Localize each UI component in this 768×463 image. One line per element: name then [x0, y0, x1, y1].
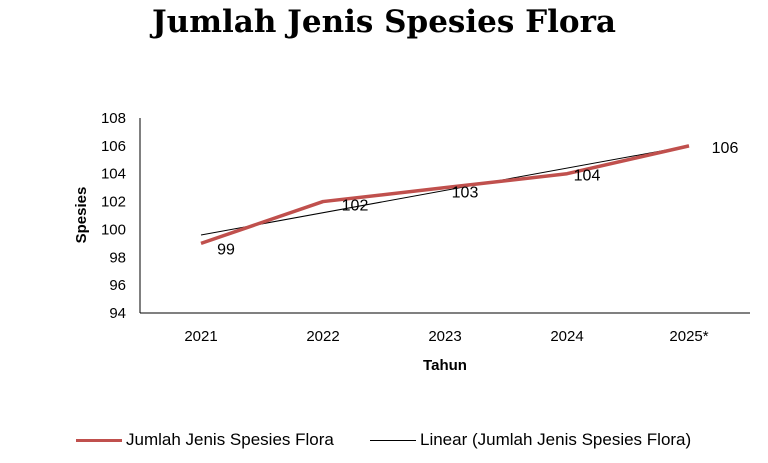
- x-tick-label: 2025*: [669, 328, 708, 345]
- data-label: 104: [574, 168, 601, 185]
- data-label: 103: [452, 185, 479, 202]
- y-tick-label: 104: [101, 166, 126, 183]
- y-tick-label: 96: [109, 277, 126, 294]
- y-tick-label: 94: [109, 305, 126, 322]
- trendline-group: [200, 145, 690, 236]
- axes: [139, 118, 750, 314]
- legend-trendline-label: Linear (Jumlah Jenis Spesies Flora): [420, 430, 692, 449]
- x-tick-label: 2022: [306, 328, 339, 345]
- x-tick-label: 2023: [428, 328, 461, 345]
- x-tick-label: 2021: [184, 328, 217, 345]
- data-label: 106: [712, 140, 739, 157]
- y-tick-label: 108: [101, 110, 126, 127]
- y-tick-label: 106: [101, 138, 126, 155]
- legend-series-label: Jumlah Jenis Spesies Flora: [126, 430, 334, 449]
- chart-title: Jumlah Jenis Spesies Flora: [151, 4, 617, 40]
- data-labels: 99 102 103 104 106: [217, 140, 738, 259]
- series-line: [200, 144, 690, 246]
- y-tick-labels: 94 96 98 100 102 104 106 108: [101, 110, 126, 322]
- x-tick-label: 2024: [550, 328, 583, 345]
- x-axis-title: Tahun: [423, 357, 467, 374]
- y-tick-label: 98: [109, 249, 126, 266]
- x-tick-labels: 2021 2022 2023 2024 2025*: [184, 328, 708, 345]
- data-label: 102: [342, 198, 369, 215]
- legend: Jumlah Jenis Spesies Flora Linear (Jumla…: [0, 430, 768, 454]
- legend-item-series: Jumlah Jenis Spesies Flora: [76, 430, 334, 450]
- y-axis-title: Spesies: [73, 187, 90, 244]
- data-label: 99: [217, 241, 235, 258]
- legend-trendline-swatch: [370, 439, 416, 441]
- legend-item-trendline: Linear (Jumlah Jenis Spesies Flora): [370, 430, 691, 450]
- trendline: [200, 145, 690, 236]
- legend-series-swatch: [76, 438, 122, 442]
- series-group: [200, 144, 690, 246]
- y-tick-label: 102: [101, 194, 126, 211]
- y-tick-label: 100: [101, 221, 126, 238]
